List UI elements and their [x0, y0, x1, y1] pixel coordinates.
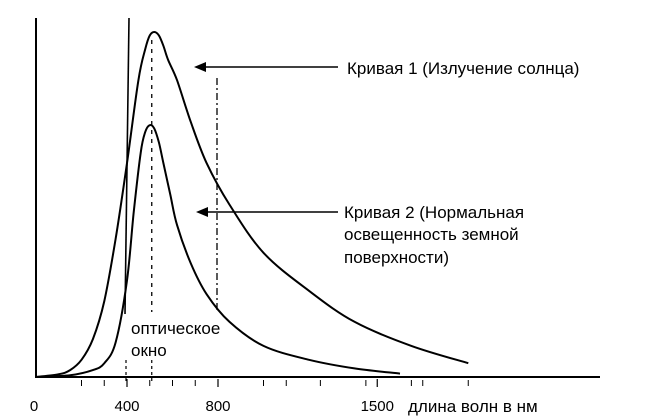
x-tick-label: 800 [205, 398, 230, 415]
label-arrows [194, 62, 338, 217]
curves [35, 30, 469, 378]
x-tick-labels: 0 400 800 1500 [30, 398, 394, 415]
axes [35, 18, 600, 378]
curve2-label-line3: поверхности) [344, 248, 449, 267]
curve1-label: Кривая 1 (Излучение солнца) [347, 59, 579, 78]
curve2-label-line1: Кривая 2 (Нормальная [344, 203, 524, 222]
curve2-label-line2: освещенность земной [344, 225, 519, 244]
x-tick-label: 0 [30, 398, 38, 415]
optical-window-label-line2: окно [131, 341, 167, 360]
curve2-line [35, 124, 401, 378]
x-tick-label: 1500 [361, 398, 394, 415]
curve1-line [35, 30, 469, 378]
x-axis-label: длина волн в нм [408, 397, 538, 416]
minor-ticks [81, 379, 469, 387]
optical-window-label-line1: оптическое [131, 319, 220, 338]
curve2-arrow-head [196, 207, 208, 217]
curve2-label: Кривая 2 (Нормальная освещенность земной… [344, 203, 524, 267]
x-tick-label: 400 [114, 398, 139, 415]
optical-window-label: оптическое окно [131, 319, 220, 360]
curve1-arrow-head [194, 62, 206, 72]
